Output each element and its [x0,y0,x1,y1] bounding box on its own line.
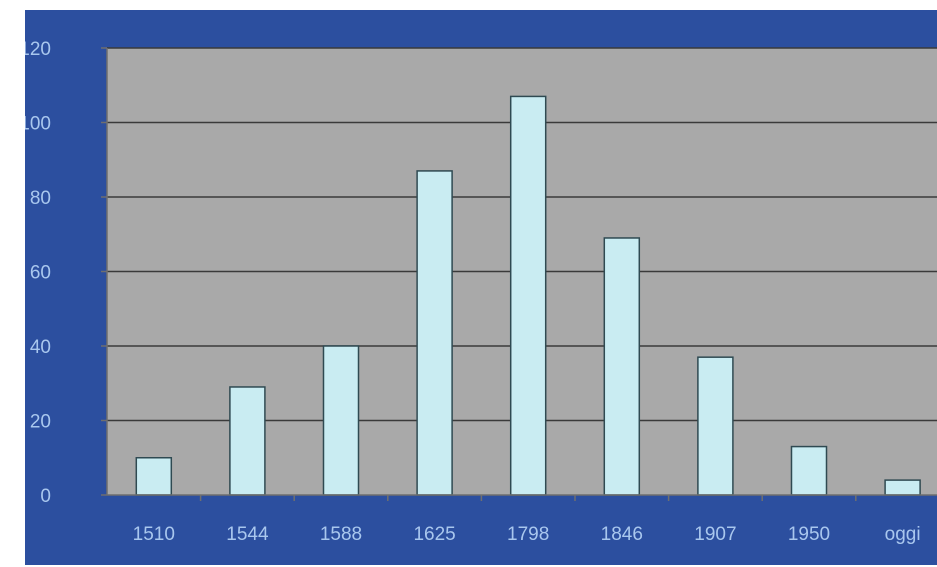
bar-1544 [229,386,266,496]
y-tick-label: 120 [25,39,51,60]
chart-frame: 0 20 40 60 80 100 120 1510 1544 1588 1625 1798 1846… [25,10,937,565]
y-tick-label: 100 [25,114,51,135]
x-tick-label: 1625 [413,524,455,545]
x-tick-label: 1846 [601,524,643,545]
y-tick-label: 80 [30,188,51,209]
bar-1588 [322,345,360,496]
y-tick-label: 20 [30,412,51,433]
axes [101,47,937,501]
y-tick-labels: 0 20 40 60 80 100 120 [25,39,51,507]
x-tick-label: 1798 [507,524,549,545]
y-tick-label: 0 [40,486,51,507]
bar-1907 [697,356,734,496]
bar-1846 [603,237,641,496]
bar-1510 [135,457,173,496]
x-tick-label: 1950 [788,524,830,545]
x-tick-label: oggi [885,524,921,545]
bar-1625 [416,170,453,496]
bar-1950 [790,445,828,496]
x-tick-label: 1588 [320,524,362,545]
x-tick-labels: 1510 1544 1588 1625 1798 1846 1907 1950 oggi [133,524,921,545]
bar-1798 [509,95,547,496]
bars [135,95,921,496]
y-tick-label: 40 [30,337,51,358]
x-tick-label: 1907 [694,524,736,545]
bar-oggi [884,479,921,496]
x-tick-label: 1510 [133,524,175,545]
x-tick-label: 1544 [226,524,269,545]
y-tick-label: 60 [30,263,51,284]
bar-chart: 0 20 40 60 80 100 120 1510 1544 1588 1625 1798 1846… [25,39,937,545]
